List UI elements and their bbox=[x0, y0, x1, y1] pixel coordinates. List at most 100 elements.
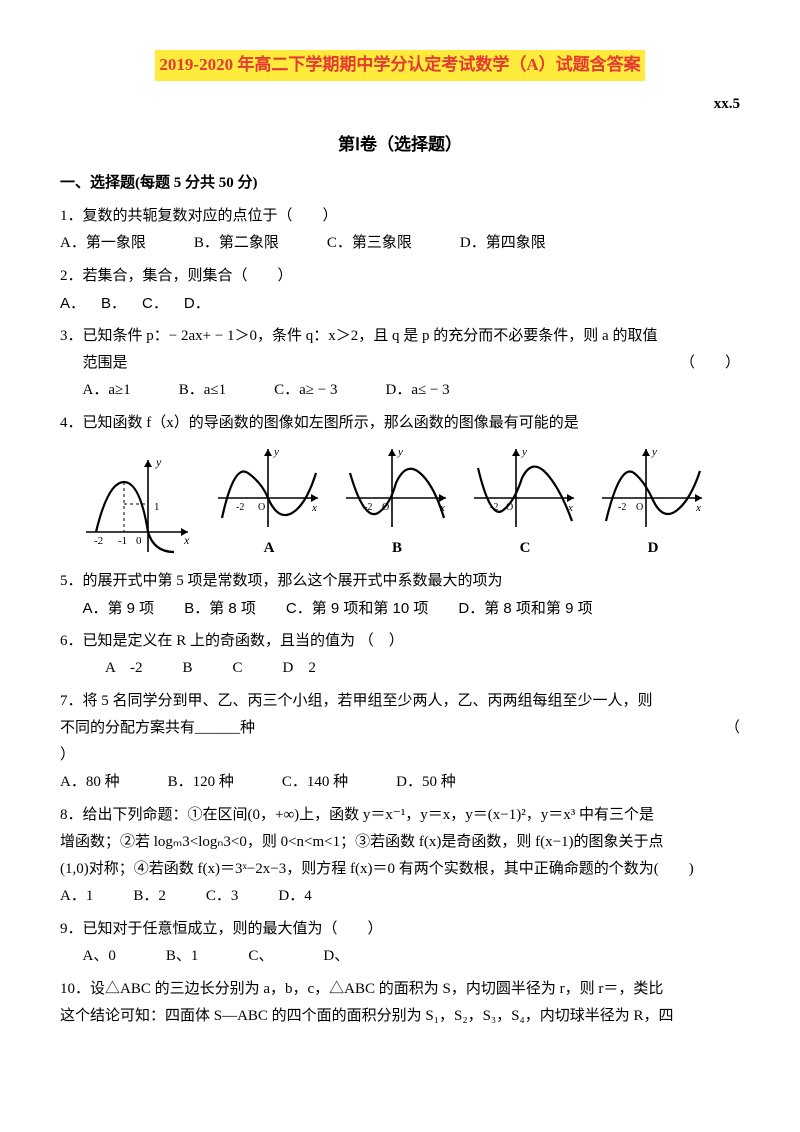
q6-options: A -2 B C D 2 bbox=[60, 655, 740, 682]
q10-line1: 10．设△ABC 的三边长分别为 a，b，c，△ABC 的面积为 S，内切圆半径… bbox=[60, 976, 740, 1003]
q3-opt-c: C．a≥ − 3 bbox=[274, 377, 337, 404]
q2-opt-b: B． bbox=[101, 290, 126, 317]
svg-text:0: 0 bbox=[136, 535, 142, 547]
q8-options: A．1 B．2 C．3 D．4 bbox=[60, 883, 740, 910]
question-3: 3．已知条件 p：− 2ax+ − 1＞0，条件 q：x＞2，且 q 是 p 的… bbox=[60, 323, 740, 404]
q7-options: A．80 种 B．120 种 C．140 种 D．50 种 bbox=[60, 769, 740, 796]
question-9: 9．已知对于任意恒成立，则的最大值为（ ） A、0 B、1 C、 D、 bbox=[60, 916, 740, 970]
q4-stem: 4．已知函数 f（x）的导函数的图像如左图所示，那么函数的图像最有可能的是 bbox=[60, 410, 740, 437]
q5-opt-d: D．第 8 项和第 9 项 bbox=[458, 595, 592, 622]
q7-line1: 7．将 5 名同学分到甲、乙、丙三个小组，若甲组至少两人，乙、丙两组每组至少一人… bbox=[60, 688, 740, 715]
q5-stem: 5．的展开式中第 5 项是常数项，那么这个展开式中系数最大的项为 bbox=[60, 568, 740, 595]
question-10: 10．设△ABC 的三边长分别为 a，b，c，△ABC 的面积为 S，内切圆半径… bbox=[60, 976, 740, 1030]
question-6: 6．已知是定义在 R 上的奇函数，且当的值为 （ ） A -2 B C D 2 bbox=[60, 628, 740, 682]
graph-b-icon: x y -2 O bbox=[342, 443, 452, 533]
q7-paren-close: ） bbox=[60, 742, 740, 769]
q2-opt-c: C． bbox=[142, 290, 168, 317]
question-1: 1．复数的共轭复数对应的点位于（ ） A．第一象限 B．第二象限 C．第三象限 … bbox=[60, 203, 740, 257]
q2-options: A． B． C． D． bbox=[60, 290, 740, 317]
q8-opt-c: C．3 bbox=[206, 883, 239, 910]
svg-text:y: y bbox=[273, 446, 279, 458]
q7-opt-d: D．50 种 bbox=[396, 769, 456, 796]
q9-opt-d: D、 bbox=[323, 943, 349, 970]
svg-text:O: O bbox=[258, 502, 265, 513]
q4-label-c: C bbox=[470, 535, 580, 562]
q8-line2: 增函数；②若 logₘ3<logₙ3<0，则 0<n<m<1；③若函数 f(x)… bbox=[60, 829, 740, 856]
q4-opt-d-figure: x y -2 O D bbox=[598, 443, 708, 562]
q5-opt-a: A．第 9 项 bbox=[83, 595, 155, 622]
question-7: 7．将 5 名同学分到甲、乙、丙三个小组，若甲组至少两人，乙、丙两组每组至少一人… bbox=[60, 688, 740, 796]
q6-opt-b: B bbox=[183, 655, 193, 682]
q9-stem: 9．已知对于任意恒成立，则的最大值为（ ） bbox=[60, 916, 740, 943]
q3-line1: 3．已知条件 p：− 2ax+ − 1＞0，条件 q：x＞2，且 q 是 p 的… bbox=[60, 323, 740, 350]
deriv-graph-icon: x y -2 -1 0 1 bbox=[76, 452, 196, 562]
q8-line1: 8．给出下列命题：①在区间(0，+∞)上，函数 y＝x⁻¹，y＝x，y＝(x−1… bbox=[60, 802, 740, 829]
svg-text:-2: -2 bbox=[236, 502, 244, 513]
q1-opt-d: D．第四象限 bbox=[460, 230, 546, 257]
q9-opt-b: B、1 bbox=[166, 943, 199, 970]
q4-opt-c-figure: x y -2 O C bbox=[470, 443, 580, 562]
q1-options: A．第一象限 B．第二象限 C．第三象限 D．第四象限 bbox=[60, 230, 740, 257]
q9-opt-c: C、 bbox=[248, 943, 273, 970]
q8-opt-d: D．4 bbox=[278, 883, 311, 910]
q1-opt-b: B．第二象限 bbox=[194, 230, 279, 257]
q5-opt-b: B．第 8 项 bbox=[184, 595, 256, 622]
q10-line2: 这个结论可知：四面体 S—ABC 的四个面的面积分别为 S₁，S₂，S₃，S₄，… bbox=[60, 1003, 740, 1030]
q3-opt-b: B．a≤1 bbox=[179, 377, 226, 404]
svg-text:-2: -2 bbox=[94, 535, 103, 547]
exam-title: 2019-2020 年高二下学期期中学分认定考试数学（A）试题含答案 bbox=[155, 50, 644, 81]
svg-text:x: x bbox=[183, 533, 190, 547]
q4-opt-a-figure: x y -2 O A bbox=[214, 443, 324, 562]
part-heading: 第Ⅰ卷（选择题） bbox=[60, 130, 740, 161]
q9-opt-a: A、0 bbox=[83, 943, 116, 970]
q1-opt-a: A．第一象限 bbox=[60, 230, 146, 257]
q1-opt-c: C．第三象限 bbox=[327, 230, 412, 257]
question-4: 4．已知函数 f（x）的导函数的图像如左图所示，那么函数的图像最有可能的是 x … bbox=[60, 410, 740, 562]
svg-text:x: x bbox=[695, 502, 701, 514]
exam-date: xx.5 bbox=[60, 91, 740, 118]
q6-opt-d: D 2 bbox=[283, 655, 316, 682]
q6-opt-c: C bbox=[233, 655, 243, 682]
graph-d-icon: x y -2 O bbox=[598, 443, 708, 533]
q8-opt-a: A．1 bbox=[60, 883, 93, 910]
q2-stem: 2．若集合，集合，则集合（ ） bbox=[60, 263, 740, 290]
svg-text:-1: -1 bbox=[118, 535, 127, 547]
title-wrap: 2019-2020 年高二下学期期中学分认定考试数学（A）试题含答案 bbox=[60, 50, 740, 81]
q4-label-d: D bbox=[598, 535, 708, 562]
q3-line2: 范围是 bbox=[83, 355, 128, 371]
question-2: 2．若集合，集合，则集合（ ） A． B． C． D． bbox=[60, 263, 740, 317]
graph-c-icon: x y -2 O bbox=[470, 443, 580, 533]
q4-label-b: B bbox=[342, 535, 452, 562]
q7-opt-c: C．140 种 bbox=[282, 769, 348, 796]
q2-opt-a: A． bbox=[60, 290, 85, 317]
svg-text:1: 1 bbox=[154, 501, 160, 513]
q7-paren: （ bbox=[725, 715, 740, 742]
q5-opt-c: C．第 9 项和第 10 项 bbox=[286, 595, 429, 622]
svg-text:y: y bbox=[155, 455, 162, 469]
svg-text:x: x bbox=[311, 502, 317, 514]
graph-a-icon: x y -2 O bbox=[214, 443, 324, 533]
q7-opt-b: B．120 种 bbox=[168, 769, 234, 796]
q7-opt-a: A．80 种 bbox=[60, 769, 120, 796]
q3-line2-wrap: 范围是 （ ） bbox=[60, 350, 740, 377]
q3-opt-d: D．a≤ − 3 bbox=[386, 377, 450, 404]
question-8: 8．给出下列命题：①在区间(0，+∞)上，函数 y＝x⁻¹，y＝x，y＝(x−1… bbox=[60, 802, 740, 910]
svg-text:-2: -2 bbox=[618, 502, 626, 513]
q3-paren: （ ） bbox=[680, 350, 740, 377]
q6-stem: 6．已知是定义在 R 上的奇函数，且当的值为 （ ） bbox=[60, 628, 740, 655]
q4-deriv-figure: x y -2 -1 0 1 bbox=[76, 452, 196, 562]
svg-text:y: y bbox=[651, 446, 657, 458]
svg-text:y: y bbox=[397, 446, 403, 458]
q1-stem: 1．复数的共轭复数对应的点位于（ ） bbox=[60, 203, 740, 230]
svg-text:O: O bbox=[636, 502, 643, 513]
q8-opt-b: B．2 bbox=[133, 883, 166, 910]
q8-line3: (1,0)对称；④若函数 f(x)＝3ˣ−2x−3，则方程 f(x)＝0 有两个… bbox=[60, 856, 740, 883]
svg-text:y: y bbox=[521, 446, 527, 458]
section-heading: 一、选择题(每题 5 分共 50 分) bbox=[60, 170, 740, 197]
q2-opt-d: D． bbox=[184, 290, 210, 317]
q4-opt-b-figure: x y -2 O B bbox=[342, 443, 452, 562]
q4-label-a: A bbox=[214, 535, 324, 562]
q7-line2: 不同的分配方案共有______种 bbox=[60, 720, 255, 736]
q3-opt-a: A．a≥1 bbox=[83, 377, 131, 404]
q9-options: A、0 B、1 C、 D、 bbox=[60, 943, 740, 970]
